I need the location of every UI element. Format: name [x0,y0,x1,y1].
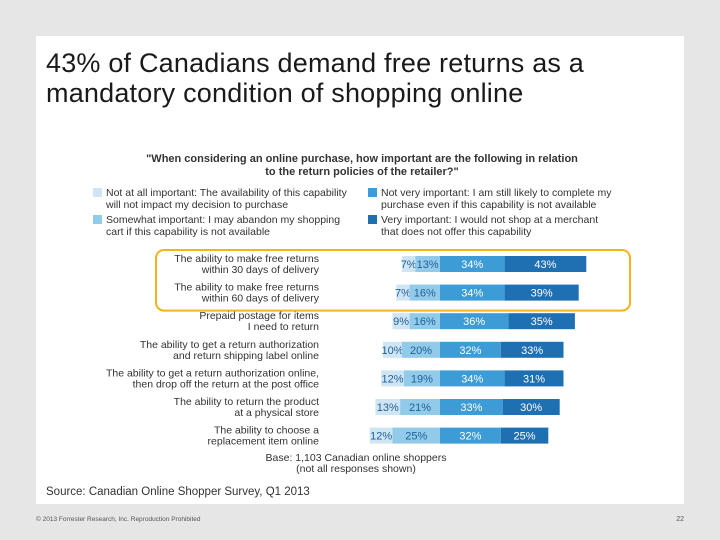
chart-title-line: to the return policies of the retailer?" [265,166,458,178]
bar-segment [402,256,416,272]
data-label: 32% [459,431,481,443]
legend: Not at all important: The availability o… [93,187,612,238]
chart-title-line: "When considering an online purchase, ho… [146,153,578,165]
data-label: 7% [395,288,411,300]
category-label: Prepaid postage for items [199,310,319,322]
data-label: 35% [531,316,553,328]
bar-segment [396,284,410,301]
bar-segment [403,370,440,387]
category-label: The ability to return the product [174,396,319,408]
category-label: within 60 days of delivery [201,293,320,305]
bars: 7% 13% 34% 43%7% 16% 34% 39%9% 16% 36% 35%10% 20% 3… [369,256,587,444]
data-label: 31% [523,373,545,385]
bar-segment [375,399,401,415]
bar-segment [440,370,505,387]
legend-swatch [93,188,102,197]
data-label: 34% [461,259,483,271]
base-note-line: Base: 1,103 Canadian online shoppers [266,452,447,464]
category-label: The ability to make free returns [174,282,319,294]
data-label: 43% [534,259,556,271]
data-label: 25% [405,431,427,443]
data-label: 39% [531,288,553,300]
data-label: 19% [411,373,433,385]
category-label: at a physical store [234,407,319,419]
source-note: Source: Canadian Online Shopper Survey, … [46,486,310,498]
bar-segment [409,284,440,301]
legend-entry-text: purchase even if this capability is not … [381,199,597,211]
highlight-rect [155,249,631,312]
category-label: The ability to choose a [214,425,319,437]
data-label: 21% [409,402,431,414]
bar-segment [500,427,549,444]
highlight-box [155,249,631,312]
bar-segment [402,341,440,358]
data-label: 13% [377,402,399,414]
bar-segment [381,370,404,387]
legend-entry-text: cart if this capability is not available [106,226,270,238]
bar-segment [504,370,564,387]
data-label: 16% [414,316,436,328]
bar-segment [392,427,440,444]
bar-segment [409,313,440,330]
bar-segment [500,341,564,358]
bar-segment [502,399,560,415]
page-number: 22 [676,516,684,523]
base-note: Base: 1,103 Canadian online shoppers(not… [266,452,447,475]
legend-entry-text: that does not offer this capability [381,226,532,238]
category-label: The ability to get a return authorizatio… [106,367,319,379]
category-label: and return shipping label online [173,350,319,362]
data-label: 33% [460,402,482,414]
category-label: replacement item online [208,436,320,448]
category-label: The ability to get a return authorizatio… [140,339,319,351]
category-label: The ability to make free returns [174,253,319,265]
bar-segment [392,313,410,330]
data-label: 10% [381,345,403,357]
data-label: 13% [417,259,439,271]
bar-segment [504,284,579,301]
legend-entry-text: Not very important: I am still likely to… [381,187,612,199]
data-label: 9% [393,316,409,328]
legend-entry-text: Somewhat important: I may abandon my sho… [106,214,340,226]
bar-segment [383,341,402,358]
category-label: then drop off the return at the post off… [133,378,320,390]
bar-segment [504,256,587,272]
legend-swatch [368,215,377,224]
legend-entry-text: Not at all important: The availability o… [106,187,348,199]
data-label: 12% [370,431,392,443]
bar-segment [440,427,501,444]
category-label: I need to return [248,321,319,333]
copyright-footer: © 2013 Forrester Research, Inc. Reproduc… [36,516,201,523]
data-label: 7% [401,259,417,271]
base-note-line: (not all responses shown) [296,463,416,475]
data-label: 34% [461,288,483,300]
data-label: 32% [459,345,481,357]
bar-segment [400,399,440,415]
data-label: 20% [410,345,432,357]
data-label: 25% [514,431,536,443]
bar-segment [440,313,509,330]
data-label: 33% [521,345,543,357]
legend-entry-text: Very important: I would not shop at a me… [381,214,598,226]
bar-segment [508,313,575,330]
data-label: 30% [520,402,542,414]
legend-entry-text: will not impact my decision to purchase [105,199,288,211]
legend-swatch [368,188,377,197]
bar-segment [440,341,501,358]
bar-segment [440,256,505,272]
legend-swatch [93,215,102,224]
data-label: 12% [381,373,403,385]
bar-segment [440,284,505,301]
bar-segment [415,256,440,272]
data-label: 36% [463,316,485,328]
data-label: 16% [414,288,436,300]
bar-segment [369,427,393,444]
category-label: within 30 days of delivery [201,264,320,276]
slide-title: 43% of Canadians demand free returns as … [46,48,585,108]
data-label: 34% [461,373,483,385]
bar-segment [440,399,503,415]
chart-title: "When considering an online purchase, ho… [146,153,578,178]
